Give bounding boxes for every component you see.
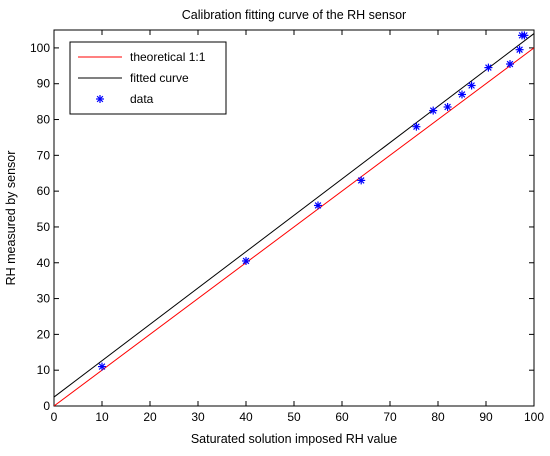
data-point-d2 <box>506 60 514 68</box>
x-tick-label: 10 <box>95 410 109 424</box>
data-point <box>357 176 366 185</box>
y-tick-label: 80 <box>37 113 51 127</box>
x-tick-label: 60 <box>335 410 349 424</box>
y-tick-label: 50 <box>37 220 51 234</box>
data-point <box>314 201 322 210</box>
x-tick-label: 70 <box>383 410 397 424</box>
series-layer <box>54 31 534 406</box>
legend-item: theoretical 1:1 <box>78 50 206 64</box>
y-tick-label: 60 <box>37 184 51 198</box>
theoretical-line <box>54 47 534 406</box>
x-tick-label: 100 <box>524 410 544 424</box>
chart-title: Calibration fitting curve of the RH sens… <box>182 8 406 22</box>
x-tick-label: 90 <box>479 410 493 424</box>
x-tick-label: 50 <box>287 410 301 424</box>
y-tick-label: 90 <box>37 77 51 91</box>
legend-label: fitted curve <box>130 71 189 85</box>
data-point <box>520 31 529 40</box>
x-tick-label: 0 <box>51 410 58 424</box>
data-point <box>506 60 514 69</box>
data-point-d2 <box>98 363 106 370</box>
x-tick-label: 30 <box>191 410 205 424</box>
data-point <box>515 45 524 54</box>
data-point <box>98 362 106 371</box>
data-point <box>412 122 421 131</box>
x-axis-label: Saturated solution imposed RH value <box>191 432 397 446</box>
data-point-d2 <box>413 123 420 130</box>
data-point-d2 <box>468 82 475 89</box>
y-tick-label: 20 <box>37 327 51 341</box>
legend-item: fitted curve <box>78 71 189 85</box>
data-point <box>429 106 438 115</box>
data-points <box>98 31 529 371</box>
series-clip-group <box>54 33 534 406</box>
data-point-d2 <box>429 107 437 114</box>
data-point-d2 <box>444 103 451 111</box>
data-point-d2 <box>357 177 365 184</box>
y-tick-label: 30 <box>37 292 51 306</box>
data-point <box>242 256 250 265</box>
data-point-d2 <box>314 202 322 209</box>
data-point-d2 <box>242 257 250 265</box>
data-point-d2 <box>521 32 528 39</box>
legend-label: theoretical 1:1 <box>130 50 206 64</box>
data-point-d2 <box>458 91 466 98</box>
fitted-curve-line <box>54 33 534 398</box>
y-tick-label: 10 <box>37 363 51 377</box>
data-point-d2 <box>485 64 492 71</box>
y-axis-label: RH measured by sensor <box>4 151 18 286</box>
legend-label: data <box>130 92 154 106</box>
legend-item: data <box>96 92 154 106</box>
y-tick-label: 70 <box>37 148 51 162</box>
legend: theoretical 1:1 fitted curve data <box>69 41 227 115</box>
legend-marker-swatch-d2 <box>96 95 104 103</box>
y-tick-label: 40 <box>37 256 51 270</box>
x-tick-label: 80 <box>431 410 445 424</box>
y-tick-label: 0 <box>43 399 50 413</box>
data-point <box>484 63 493 72</box>
data-point <box>458 90 466 99</box>
axis-ticks: 0 10 20 30 40 50 60 70 80 90 100 0 10 20 30 40 50 60 70 80 9… <box>30 30 544 424</box>
data-point <box>467 81 476 90</box>
data-point <box>443 102 452 111</box>
y-tick-label: 100 <box>30 41 50 55</box>
x-tick-label: 20 <box>143 410 157 424</box>
legend-marker-swatch <box>96 95 104 103</box>
x-tick-label: 40 <box>239 410 253 424</box>
data-point-d2 <box>516 46 523 53</box>
